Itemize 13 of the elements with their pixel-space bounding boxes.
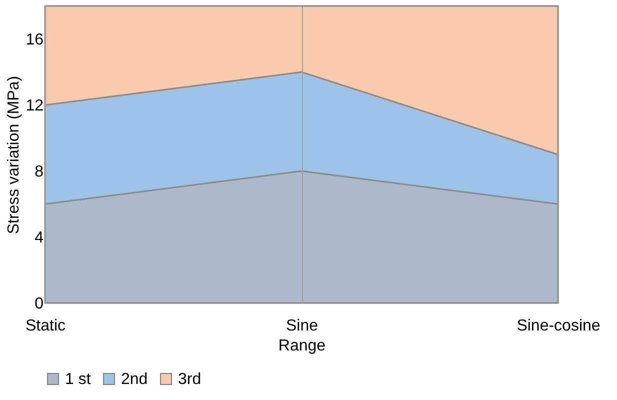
y-tick-label: 16 [26,32,44,48]
y-axis-title: Stress variation (MPa) [6,76,23,234]
x-axis-title: Range [278,338,326,354]
x-tick-label: Sine [286,318,318,334]
y-tick-label: 8 [34,164,44,180]
x-tick-label: Sine-cosine [516,318,600,334]
x-tick-label: Static [25,318,66,334]
legend-label: 3rd [178,371,202,388]
legend-label: 1 st [65,371,92,388]
legend-label: 2nd [121,371,148,388]
y-tick-label: 0 [34,296,44,312]
y-tick-label: 4 [34,230,44,246]
y-tick-label: 12 [26,98,44,114]
